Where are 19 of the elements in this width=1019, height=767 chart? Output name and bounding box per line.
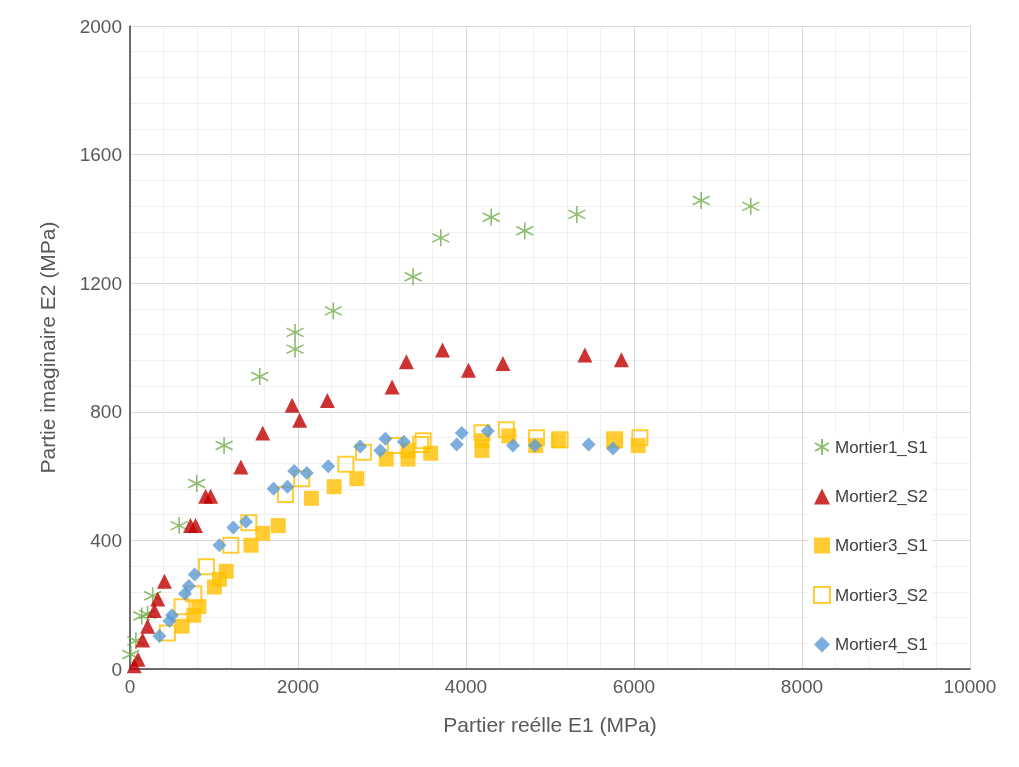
x-tick-label: 10000: [943, 676, 997, 697]
x-axis-title: Partier reélle E1 (MPa): [443, 713, 657, 736]
y-tick-label: 800: [90, 401, 122, 423]
x-tick-label: 0: [124, 676, 136, 697]
x-tick-label: 4000: [444, 676, 488, 697]
y-tick-label: 400: [90, 529, 122, 551]
y-tick-label: 0: [111, 658, 122, 680]
legend-label: Mortier3_S2: [835, 585, 928, 605]
legend-label: Mortier3_S1: [835, 536, 928, 555]
x-tick-label: 6000: [612, 676, 656, 697]
legend-label: Mortier1_S1: [835, 437, 928, 457]
y-tick-label: 1200: [79, 272, 122, 294]
y-tick-label: 1600: [79, 144, 122, 166]
y-axis-title: Partie imaginaire E2 (MPa): [36, 221, 59, 474]
y-tick-label: 2000: [79, 15, 122, 37]
legend-label: Mortier4_S1: [835, 635, 928, 654]
x-tick-label: 8000: [780, 676, 824, 697]
x-tick-label: 2000: [276, 676, 320, 697]
legend-label: Mortier2_S2: [835, 487, 928, 506]
